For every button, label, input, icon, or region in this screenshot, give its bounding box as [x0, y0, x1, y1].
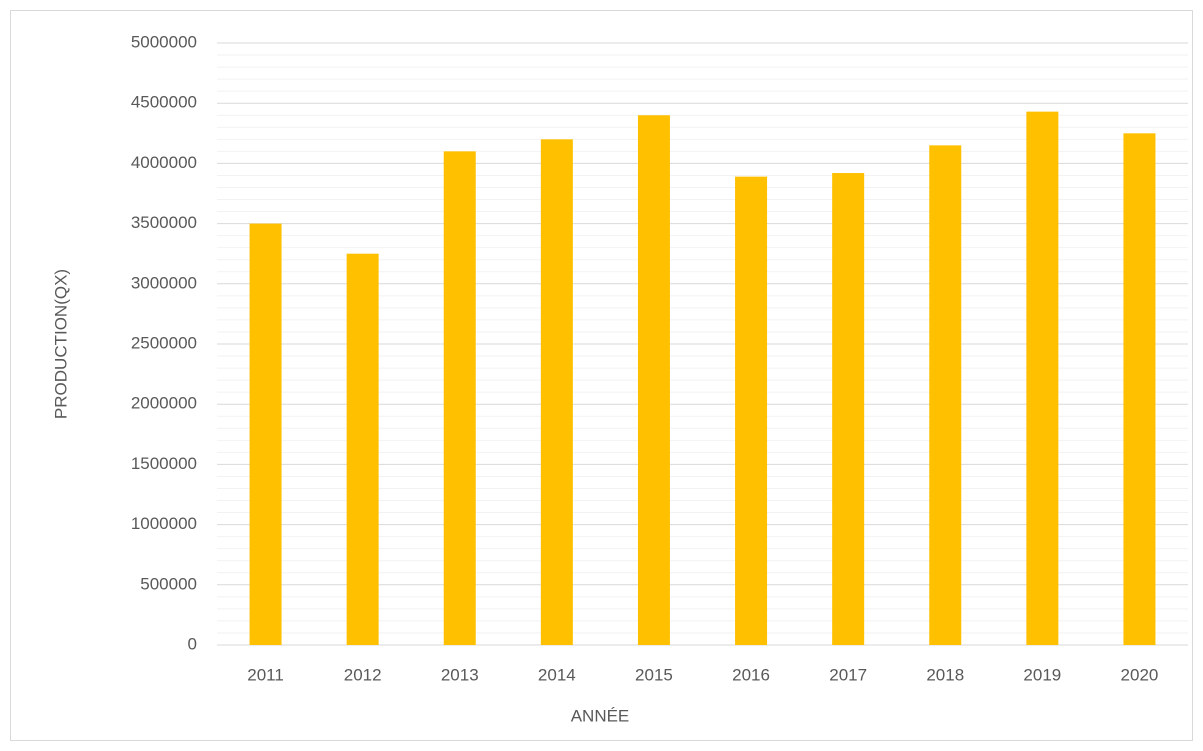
y-tick-label: 4000000	[131, 153, 197, 172]
x-tick-label: 2016	[732, 665, 770, 684]
bar	[1123, 133, 1156, 646]
chart-border	[10, 10, 1193, 741]
bar	[735, 176, 768, 646]
y-tick-label: 3500000	[131, 213, 197, 232]
y-tick-label: 0	[188, 634, 197, 653]
x-tick-label: 2019	[1023, 665, 1061, 684]
bar	[443, 151, 476, 646]
y-axis-title: PRODUCTION(QX)	[51, 269, 70, 419]
bar	[540, 139, 573, 645]
y-tick-label: 500000	[140, 574, 197, 593]
x-tick-label: 2018	[926, 665, 964, 684]
x-tick-label: 2014	[538, 665, 576, 684]
bar	[1026, 111, 1059, 646]
x-tick-label: 2015	[635, 665, 673, 684]
x-tick-label: 2020	[1121, 665, 1159, 684]
x-tick-label: 2012	[344, 665, 382, 684]
bar	[637, 115, 670, 646]
bar	[346, 253, 379, 645]
bar	[249, 223, 282, 645]
x-axis-title: ANNÉE	[571, 706, 630, 725]
x-tick-label: 2013	[441, 665, 479, 684]
x-tick-label: 2011	[247, 665, 284, 684]
y-tick-label: 3000000	[131, 273, 197, 292]
y-tick-label: 1000000	[131, 514, 197, 533]
y-tick-label: 2000000	[131, 394, 197, 413]
y-tick-label: 5000000	[131, 32, 197, 51]
y-tick-label: 2500000	[131, 333, 197, 352]
bar	[832, 173, 865, 646]
x-tick-label: 2017	[829, 665, 867, 684]
y-tick-label: 1500000	[131, 454, 197, 473]
bar	[929, 145, 962, 645]
y-tick-label: 4500000	[131, 93, 197, 112]
